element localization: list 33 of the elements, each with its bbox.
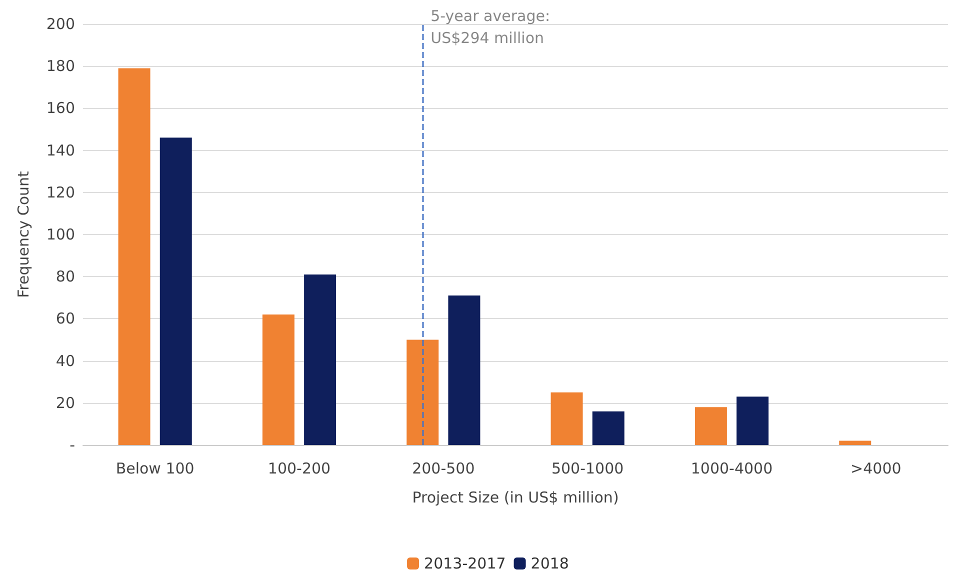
y-tick-label: 140 — [46, 141, 75, 160]
bar — [839, 440, 872, 445]
x-tick-label: >4000 — [850, 460, 902, 478]
x-tick-label: 100-200 — [268, 460, 331, 478]
y-tick-label: 120 — [46, 183, 75, 202]
bar — [118, 68, 150, 445]
y-tick-label: - — [70, 436, 75, 454]
x-tick-label: 1000-4000 — [690, 460, 773, 478]
y-tick-label: 200 — [46, 15, 75, 33]
x-axis-title: Project Size (in US$ million) — [412, 488, 619, 506]
ref-line-label: 5-year average: US$294 million — [430, 7, 555, 47]
y-tick-label: 20 — [56, 394, 75, 412]
legend-label: 2013-2017 — [424, 554, 506, 572]
bar — [160, 138, 192, 445]
legend-label: 2018 — [530, 554, 569, 572]
x-tick-label: Below 100 — [116, 460, 194, 478]
bar — [694, 407, 727, 445]
y-tick-label: 40 — [56, 352, 75, 370]
y-tick-label: 100 — [46, 226, 75, 244]
bar — [304, 274, 336, 445]
y-axis-title: Frequency Count — [14, 170, 32, 298]
bar — [736, 396, 769, 445]
y-tick-label: 160 — [46, 99, 75, 118]
x-tick-label: 500-1000 — [551, 460, 624, 478]
y-tick-label: 80 — [56, 268, 75, 286]
x-tick-label: 200-500 — [412, 460, 475, 478]
bar — [592, 411, 624, 445]
bar — [550, 392, 583, 445]
bar — [406, 340, 439, 445]
bar — [262, 314, 294, 445]
y-tick-label: 180 — [46, 57, 75, 76]
bar — [448, 296, 480, 445]
y-tick-label: 60 — [56, 310, 75, 328]
